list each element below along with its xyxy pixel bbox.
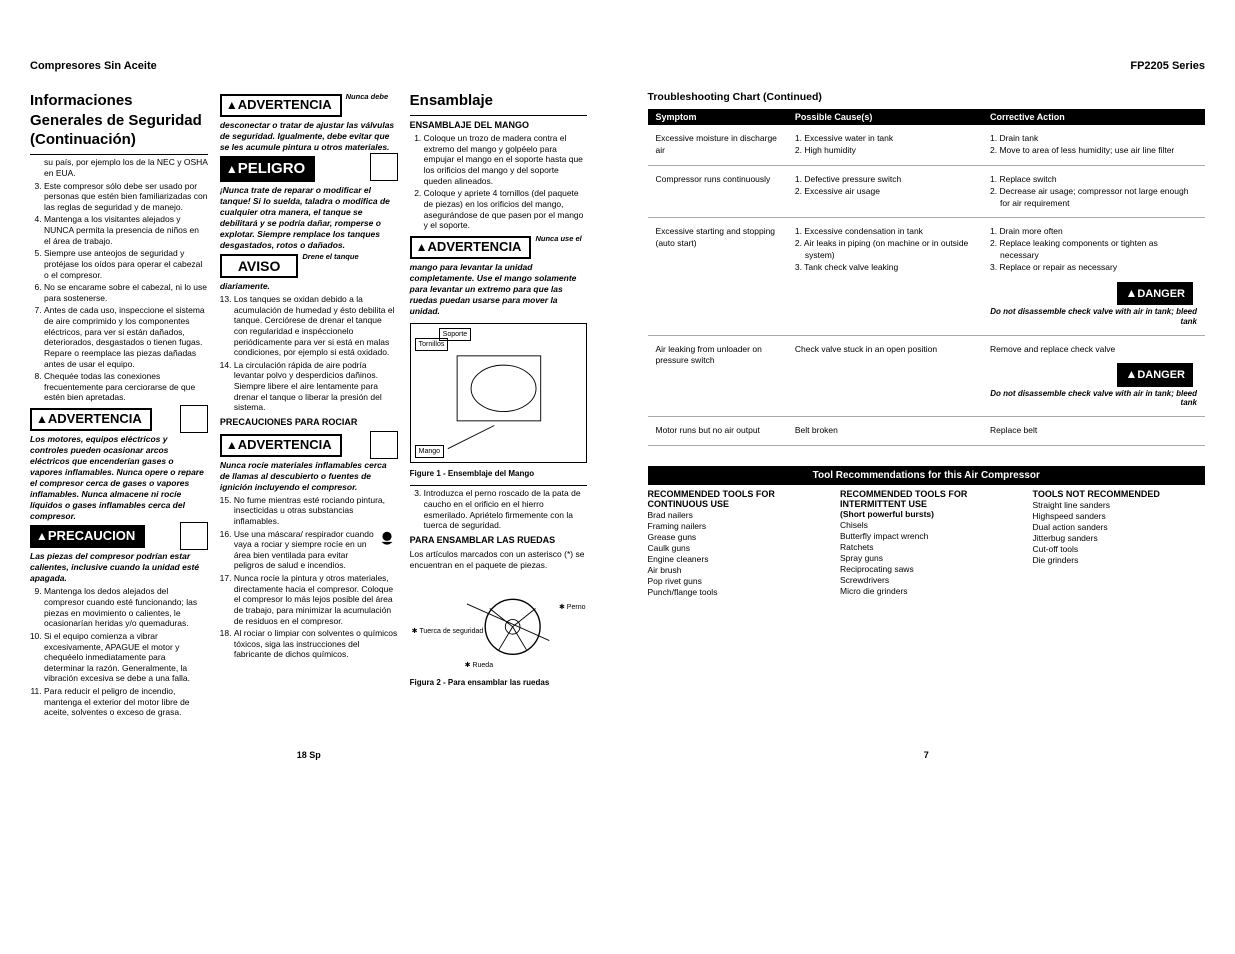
figure-2: ✱ Perno ✱ Tuerca de seguridad ✱ Rueda xyxy=(410,577,588,672)
troubleshooting-title: Troubleshooting Chart (Continued) xyxy=(648,91,1206,103)
hot-hand-icon xyxy=(180,522,208,550)
spray-hand-icon xyxy=(370,431,398,459)
left-header: Compresores Sin Aceite xyxy=(30,60,157,72)
table-row: Excessive moisture in discharge air1. Ex… xyxy=(648,125,1206,165)
ensamblar-ruedas-heading: PARA ENSAMBLAR LAS RUEDAS xyxy=(410,535,588,547)
th-action: Corrective Action xyxy=(982,109,1205,125)
advertencia-text-3: Nunca rocíe materiales inflamables cerca… xyxy=(220,460,398,493)
tools-column: RECOMMENDED TOOLS FOR CONTINUOUS USEBrad… xyxy=(648,489,821,597)
table-row: Motor runs but no air outputBelt brokenR… xyxy=(648,417,1206,446)
advertencia-text-4: mango para levantar la unidad completame… xyxy=(410,262,588,317)
figure-1-caption: Figure 1 - Ensemblaje del Mango xyxy=(410,469,588,479)
right-page-number: 7 xyxy=(648,720,1206,760)
aviso-text: diariamente. xyxy=(220,281,398,292)
advertencia-side-2: Nunca debe xyxy=(346,91,389,101)
right-header: FP2205 Series xyxy=(1130,60,1205,72)
table-row: Excessive starting and stopping (auto st… xyxy=(648,218,1206,335)
fire-hand-icon xyxy=(180,405,208,433)
advertencia-text-1: Los motores, equipos eléctricos y contro… xyxy=(30,434,208,522)
precaucion-box: ▲PRECAUCION xyxy=(30,525,145,548)
aviso-side: Drene el tanque xyxy=(302,251,358,261)
left-col-1: Informaciones Generales de Seguridad (Co… xyxy=(30,91,208,720)
assembly-list: Coloque un trozo de madera contra el ext… xyxy=(410,133,588,231)
advertencia-text-2: desconectar o tratar de ajustar las válv… xyxy=(220,120,398,153)
precaucion-text: Las piezas del compresor podrían estar c… xyxy=(30,551,208,584)
danger-box: ▲DANGER xyxy=(1117,363,1193,386)
left-col-3: Ensamblaje ENSAMBLAJE DEL MANGO Coloque … xyxy=(410,91,588,720)
th-symptom: Symptom xyxy=(648,109,787,125)
advertencia-box-4: ▲ADVERTENCIA xyxy=(410,236,532,259)
tools-title-bar: Tool Recommendations for this Air Compre… xyxy=(648,466,1206,485)
th-cause: Possible Cause(s) xyxy=(787,109,982,125)
intro-text: su país, por ejemplo los de la NEC y OSH… xyxy=(30,157,208,179)
troubleshooting-table: Symptom Possible Cause(s) Corrective Act… xyxy=(648,109,1206,446)
figure-1: Soporte Tornillos Mango xyxy=(410,323,588,463)
table-row: Compressor runs continuously1. Defective… xyxy=(648,165,1206,218)
precauciones-rociar-heading: PRECAUCIONES PARA ROCIAR xyxy=(220,417,398,429)
left-page-number: 18 Sp xyxy=(30,720,588,760)
peligro-box: ▲PELIGRO xyxy=(220,156,315,182)
figure-2-caption: Figura 2 - Para ensamblar las ruedas xyxy=(410,678,588,688)
mask-icon xyxy=(376,529,398,551)
peligro-text: ¡Nunca trate de reparar o modificar el t… xyxy=(220,185,398,251)
tools-column: RECOMMENDED TOOLS FOR INTERMITTENT USE(S… xyxy=(840,489,1013,597)
advertencia-box-3: ▲ADVERTENCIA xyxy=(220,434,342,457)
section-title-seguridad: Informaciones Generales de Seguridad (Co… xyxy=(30,91,208,150)
table-row: Air leaking from unloader on pressure sw… xyxy=(648,335,1206,416)
safety-list-4: No fume mientras esté rociando pintura, … xyxy=(220,495,398,660)
tools-column: TOOLS NOT RECOMMENDEDStraight line sande… xyxy=(1033,489,1206,597)
danger-box: ▲DANGER xyxy=(1117,282,1193,305)
advertencia-box-1: ▲ADVERTENCIA xyxy=(30,408,152,431)
ensamblaje-mango-heading: ENSAMBLAJE DEL MANGO xyxy=(410,120,588,132)
ruedas-text: Los artículos marcados con un asterisco … xyxy=(410,549,588,571)
safety-list-1: Este compresor sólo debe ser usado por p… xyxy=(30,181,208,404)
safety-list-3: Los tanques se oxidan debido a la acumul… xyxy=(220,294,398,413)
advertencia-box-2: ▲ADVERTENCIA xyxy=(220,94,342,117)
section-title-ensamblaje: Ensamblaje xyxy=(410,91,588,111)
tools-columns: RECOMMENDED TOOLS FOR CONTINUOUS USEBrad… xyxy=(648,489,1206,597)
assembly-list-2: Introduzca el perno roscado de la pata d… xyxy=(410,488,588,531)
left-col-2: ▲ADVERTENCIA Nunca debe desconectar o tr… xyxy=(220,91,398,720)
advertencia-side-4: Nunca use el xyxy=(535,233,581,243)
aviso-box: AVISO xyxy=(220,254,299,278)
explosion-icon xyxy=(370,153,398,181)
safety-list-2: Mantenga los dedos alejados del compreso… xyxy=(30,586,208,718)
